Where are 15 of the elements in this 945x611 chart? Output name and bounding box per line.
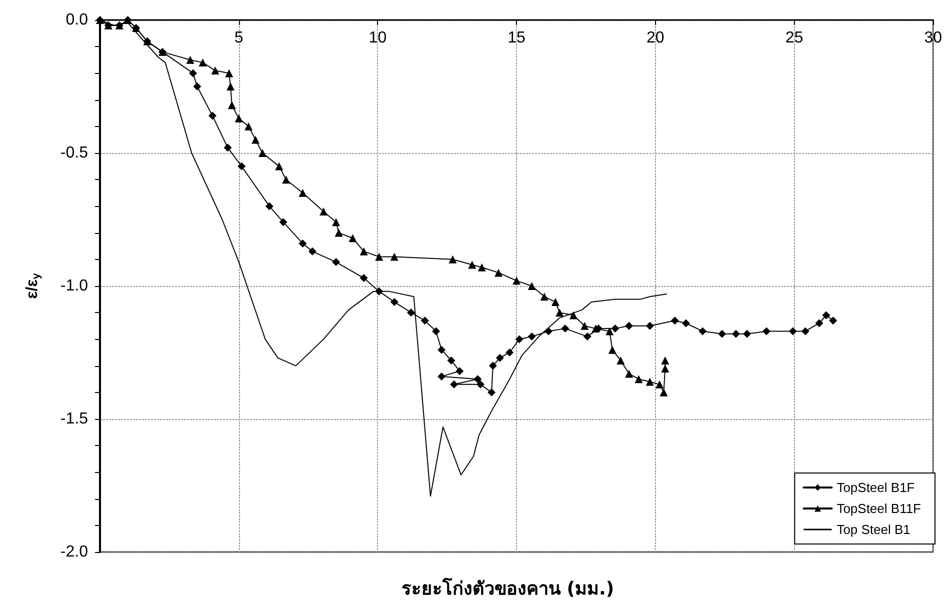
y-axis-title: ε/εy bbox=[24, 272, 42, 299]
y-tick-label: -2.0 bbox=[60, 544, 88, 560]
y-tick-label: 0.0 bbox=[66, 12, 88, 28]
y-tick-label: -0.5 bbox=[60, 144, 88, 162]
x-axis-title: ระยะโก่งตัวของคาน (มม.) bbox=[402, 578, 614, 600]
x-tick-label: 5 bbox=[234, 30, 244, 46]
legend-label: TopSteel B1F bbox=[836, 480, 915, 495]
y-tick-label: -1.0 bbox=[60, 278, 88, 294]
x-tick-label: 15 bbox=[508, 30, 526, 46]
legend-label: TopSteel B11F bbox=[836, 501, 922, 516]
y-tick-label: -1.5 bbox=[60, 410, 88, 428]
x-tick-label: 25 bbox=[785, 30, 804, 46]
legend-label: Top Steel B1 bbox=[836, 522, 910, 537]
x-tick-label: 20 bbox=[646, 30, 664, 46]
x-tick-label: 10 bbox=[368, 30, 387, 46]
